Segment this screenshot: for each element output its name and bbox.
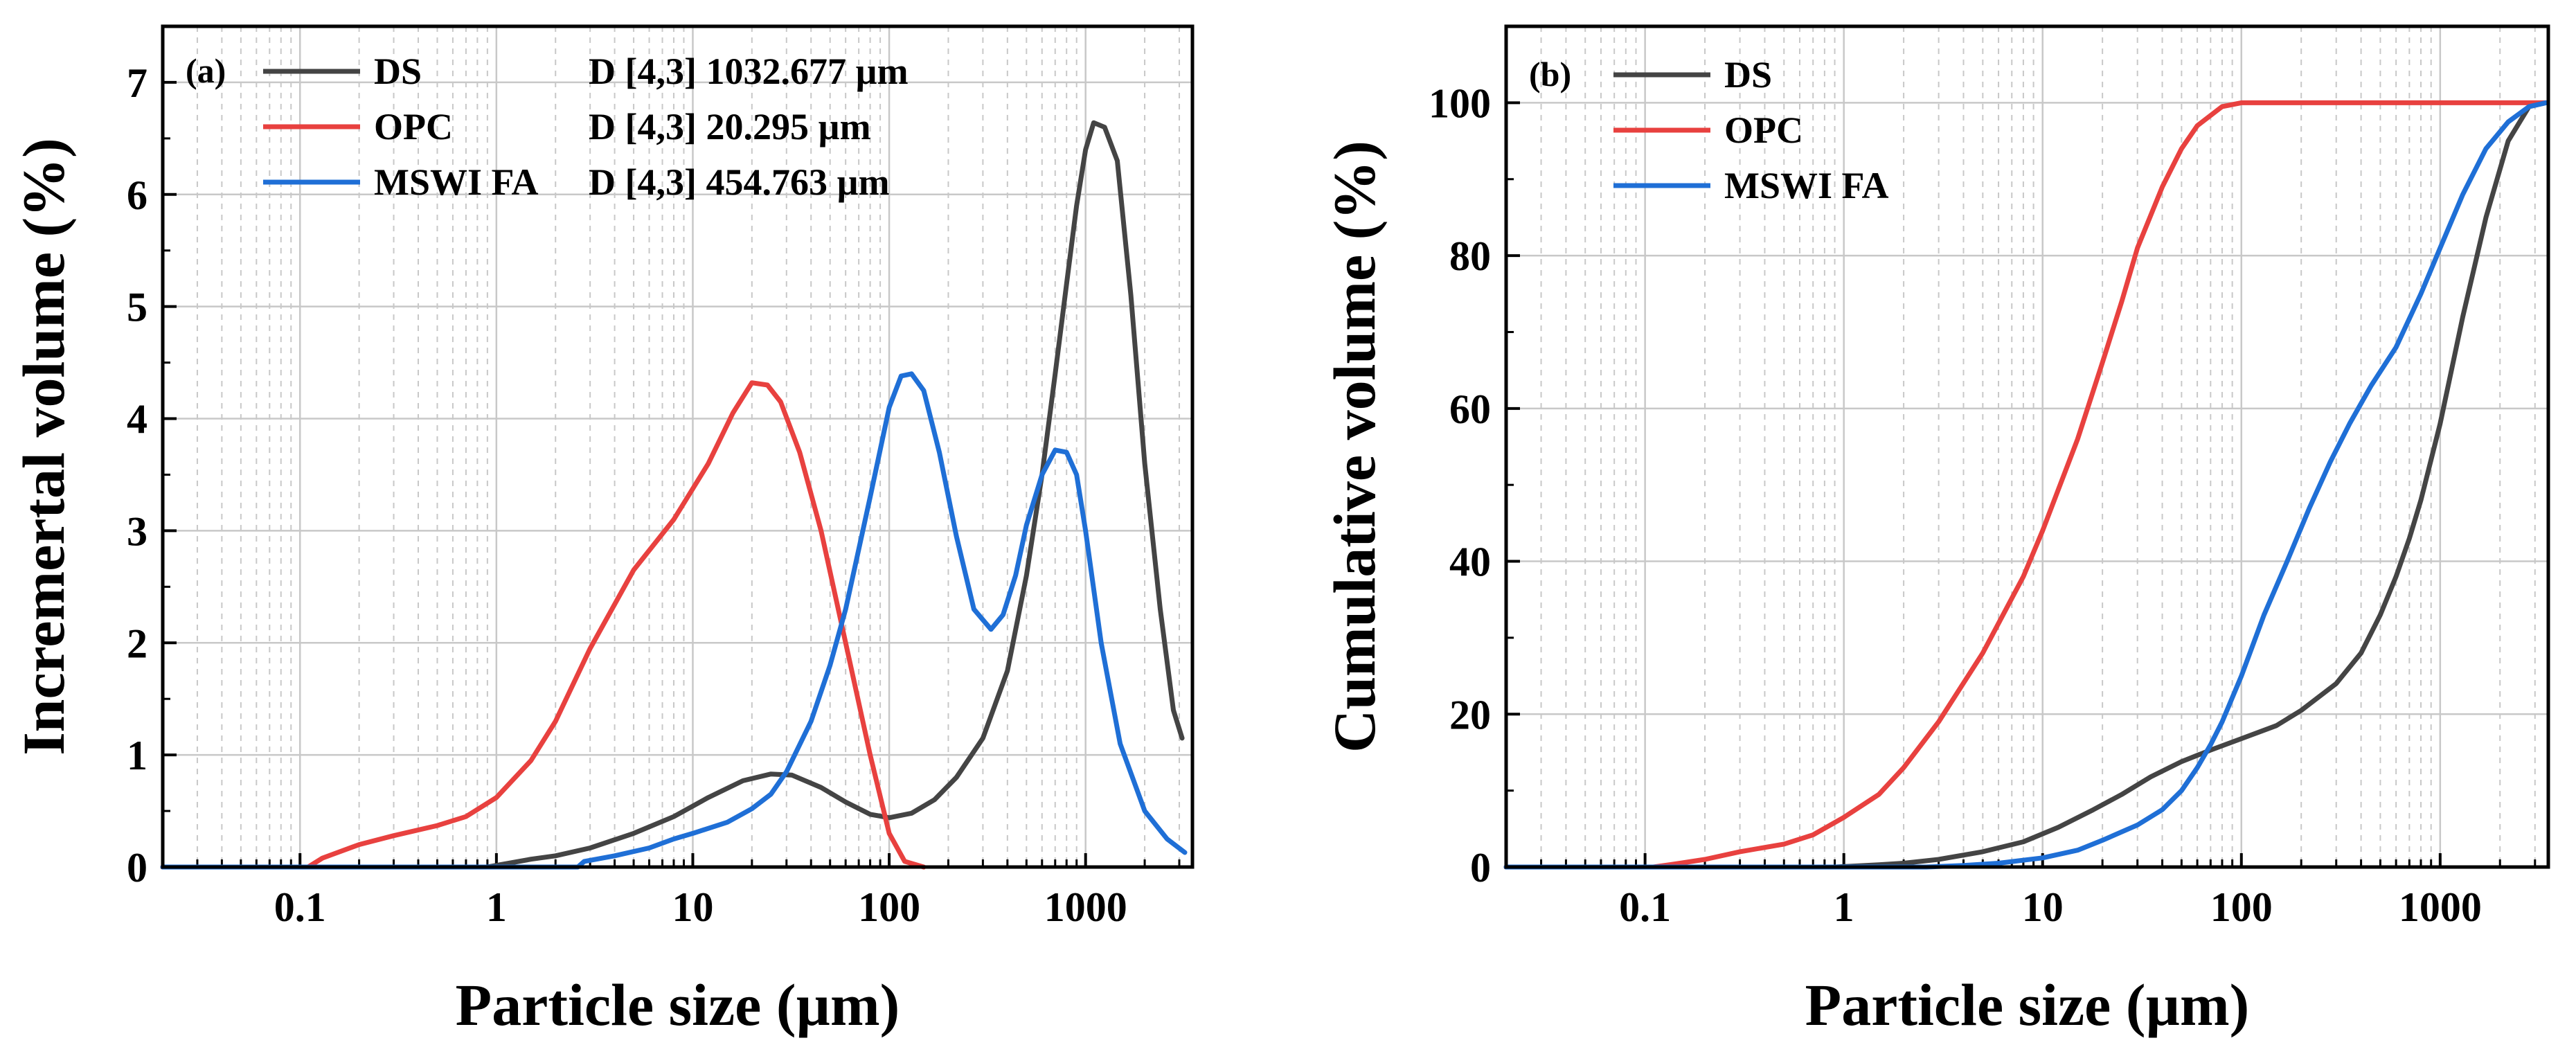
legend-label: DS	[374, 51, 422, 92]
y-tick-label: 4	[127, 397, 147, 443]
legend-label: OPC	[374, 106, 453, 148]
plot-frame	[161, 24, 1195, 869]
x-tick-label: 10	[2022, 884, 2064, 930]
series-line-opc	[160, 380, 927, 870]
legend-label: DS	[1724, 54, 1772, 96]
y-tick-label: 100	[1429, 80, 1491, 126]
legend-label: MSWI FA	[1724, 165, 1889, 206]
legend-label: OPC	[1724, 109, 1803, 151]
x-tick-label: 10	[672, 884, 713, 930]
panel-a-incremental-volume-chart: 0.1 1 10 100 1000 0 1 2 3 4 5 6 7 (a) DS D [4,3] 1032.6…	[10, 24, 1195, 1038]
d43-annotation: D [4,3] 20.295 µm	[589, 106, 871, 148]
d43-annotation: D [4,3] 1032.677 µm	[589, 51, 909, 92]
plot-frame	[1504, 24, 2550, 869]
x-tick-label: 100	[2210, 884, 2273, 930]
y-tick-label: 60	[1449, 386, 1491, 432]
series-line-mswi-fa	[160, 371, 1188, 870]
y-tick-label: 40	[1449, 539, 1491, 585]
x-tick-label: 1	[486, 884, 507, 930]
panel-b-cumulative-volume-chart: 0.1 1 10 100 1000 0 20 40 60 80 100 (b) DS OPC MSWI FA…	[1321, 24, 2550, 1038]
legend-label: MSWI FA	[374, 161, 539, 203]
x-tick-label: 100	[858, 884, 920, 930]
x-tick-label: 1	[1834, 884, 1854, 930]
x-axis-title: Particle size (µm)	[1805, 972, 2250, 1038]
y-tick-label: 0	[127, 845, 147, 891]
y-tick-label: 6	[127, 172, 147, 218]
y-tick-label: 80	[1449, 233, 1491, 279]
series-line-mswi-fa	[1503, 100, 2548, 870]
series-line-ds	[1503, 100, 2548, 870]
panel-tag: (b)	[1529, 55, 1571, 93]
y-tick-label: 5	[127, 285, 147, 330]
x-tick-label: 0.1	[274, 884, 326, 930]
y-tick-label: 7	[127, 60, 147, 106]
y-tick-label: 1	[127, 733, 147, 778]
series-line-ds	[160, 120, 1185, 870]
x-axis-title: Particle size (µm)	[456, 972, 900, 1038]
x-tick-label: 1000	[1044, 884, 1127, 930]
series-line-opc	[1503, 100, 2548, 870]
d43-annotation: D [4,3] 454.763 µm	[589, 161, 890, 203]
y-axis-title: Cumulative volume (%)	[1321, 141, 1388, 753]
x-tick-label: 1000	[2399, 884, 2482, 930]
y-axis-title: Incremertal volume (%)	[10, 138, 77, 756]
y-tick-label: 2	[127, 620, 147, 666]
y-tick-label: 3	[127, 508, 147, 554]
panel-tag: (a)	[186, 51, 226, 90]
x-tick-label: 0.1	[1619, 884, 1671, 930]
y-tick-label: 20	[1449, 692, 1491, 738]
y-tick-label: 0	[1470, 845, 1491, 891]
